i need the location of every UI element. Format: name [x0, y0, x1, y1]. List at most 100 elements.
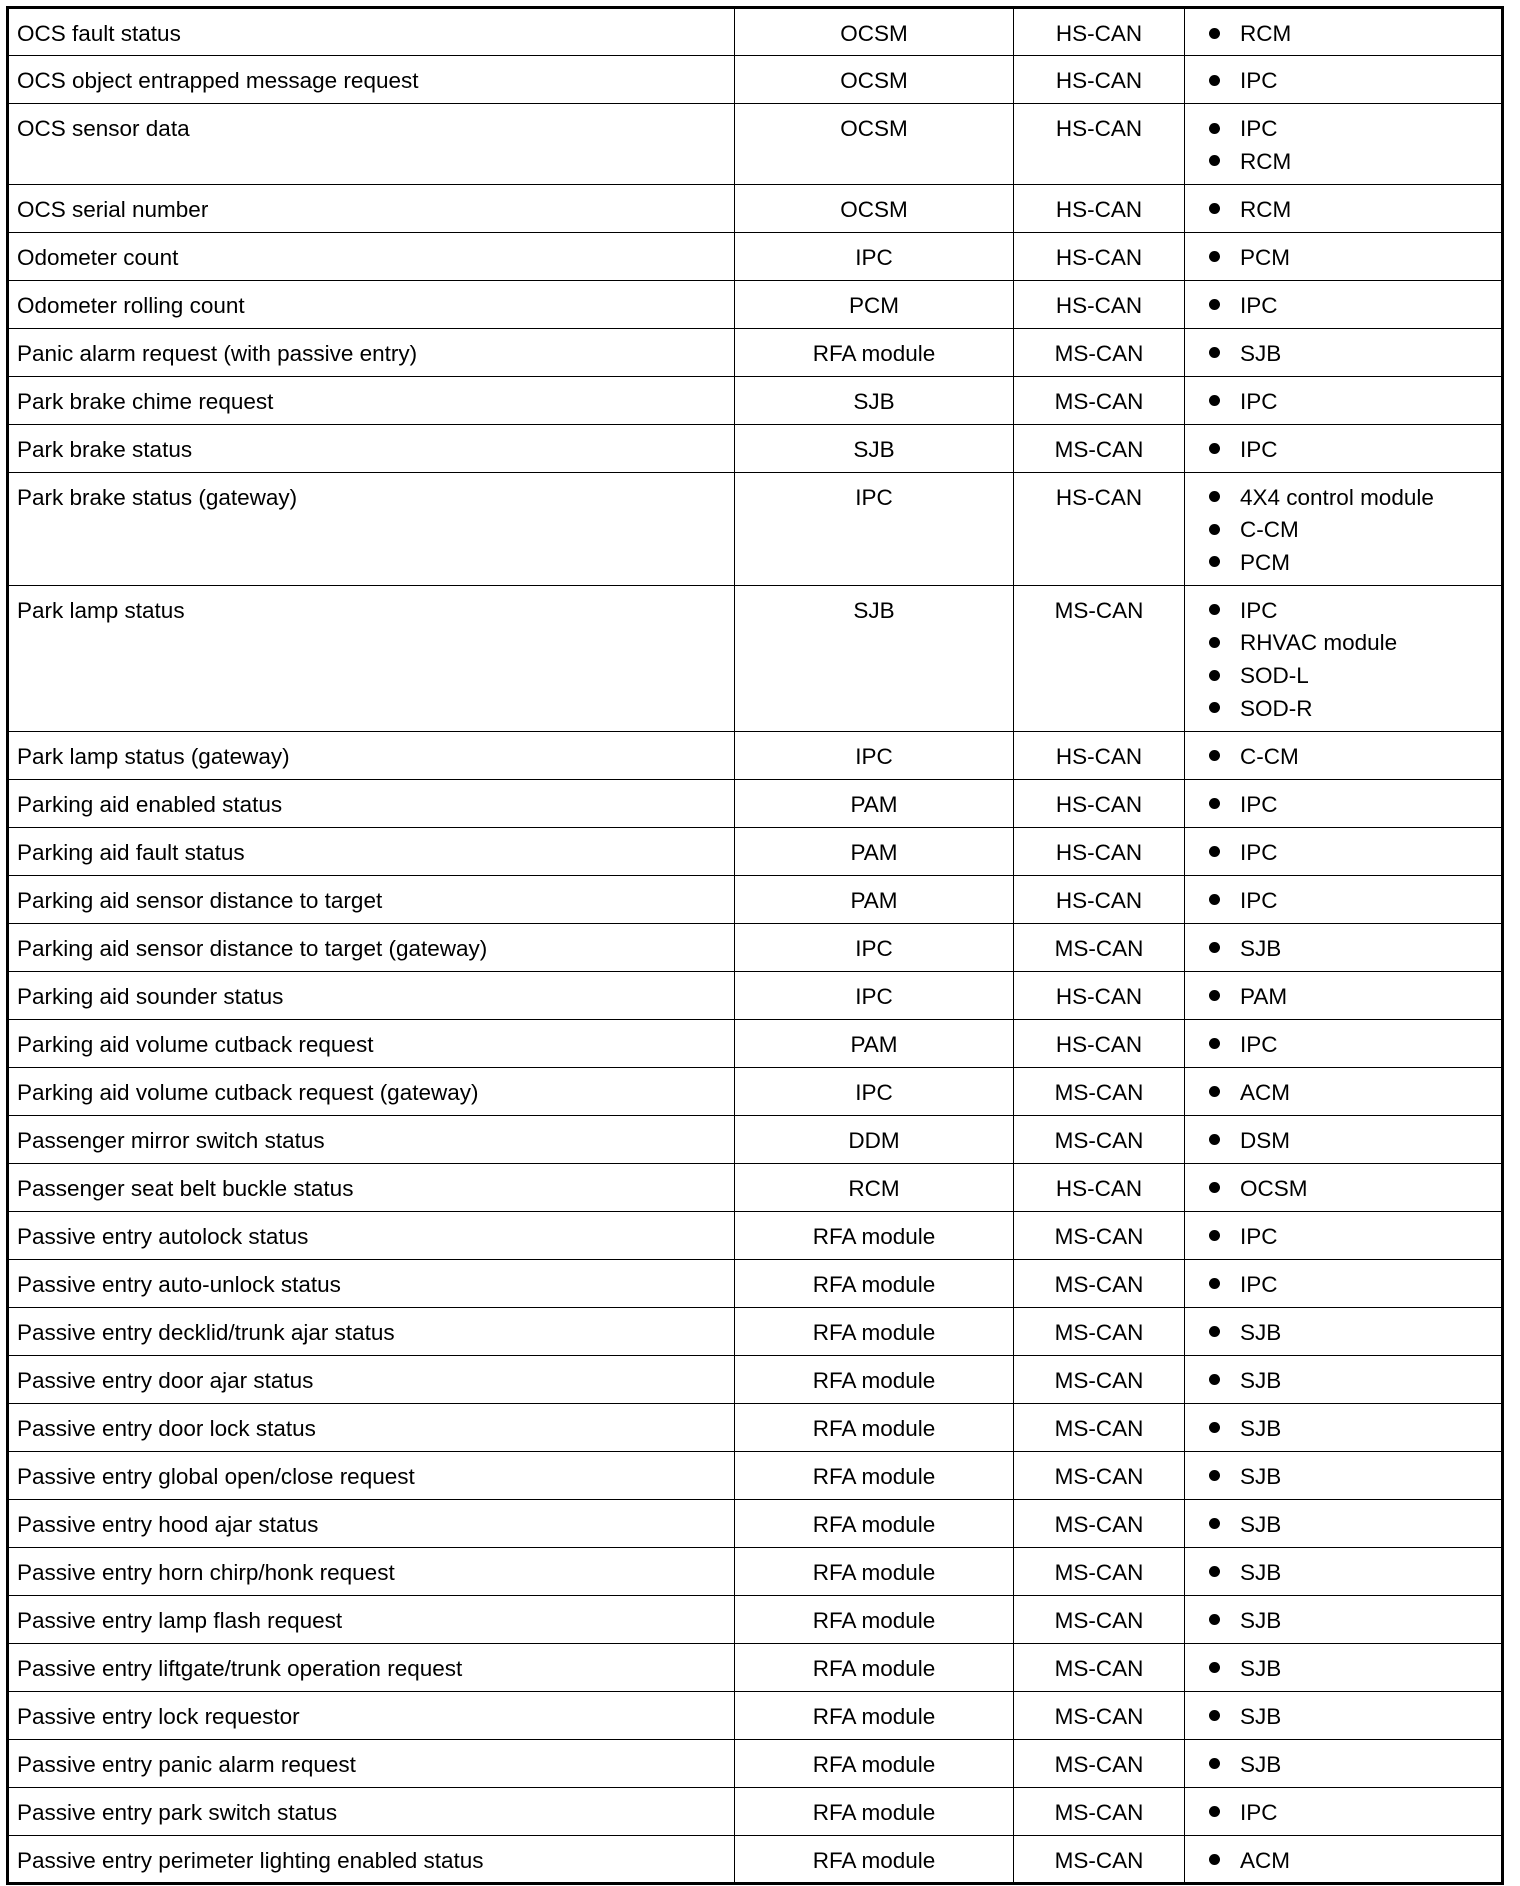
receiver-item: RHVAC module [1209, 627, 1493, 660]
originator-cell: OCSM [734, 55, 1014, 104]
originator-cell: IPC [734, 970, 1014, 1020]
receivers-cell: SJB [1184, 1498, 1503, 1548]
receiver-label: RHVAC module [1240, 630, 1398, 656]
message-cell: Passive entry hood ajar status [7, 1498, 735, 1548]
receivers-cell: SJB [1184, 327, 1503, 377]
receiver-item: SJB [1209, 1365, 1493, 1398]
bullet-icon [1209, 299, 1220, 311]
receiver-item: SJB [1209, 1557, 1493, 1590]
receivers-cell: SJB [1184, 1450, 1503, 1500]
receivers-cell: SJB [1184, 1402, 1503, 1452]
receivers-cell: ACM [1184, 1066, 1503, 1116]
receiver-label: RCM [1240, 21, 1292, 46]
bullet-icon [1209, 942, 1220, 954]
receiver-label: IPC [1240, 887, 1278, 913]
receivers-cell: SJB [1184, 1306, 1503, 1356]
receiver-item: OCSM [1209, 1173, 1493, 1206]
table-row: OCS fault status OCSM HS-CAN RCM [7, 7, 1503, 56]
message-cell: Passive entry horn chirp/honk request [7, 1546, 735, 1596]
originator-cell: RFA module [734, 1834, 1014, 1884]
originator-cell: IPC [734, 922, 1014, 972]
table-row: Passive entry horn chirp/honk request RFA… [7, 1546, 1503, 1596]
originator-cell: PCM [734, 279, 1014, 329]
receiver-label: IPC [1240, 292, 1278, 318]
receiver-item: SJB [1209, 1605, 1493, 1638]
bullet-icon [1209, 1710, 1220, 1722]
bullet-icon [1209, 846, 1220, 858]
network-cell: HS-CAN [1013, 55, 1185, 104]
network-cell: MS-CAN [1013, 1450, 1185, 1500]
message-cell: Parking aid enabled status [7, 778, 735, 828]
receiver-item: IPC [1209, 595, 1493, 628]
receiver-item: C-CM [1209, 514, 1493, 547]
receiver-item: RCM [1209, 194, 1493, 227]
network-cell: HS-CAN [1013, 7, 1185, 56]
network-cell: MS-CAN [1013, 1738, 1185, 1788]
network-cell: MS-CAN [1013, 375, 1185, 425]
originator-cell: OCSM [734, 183, 1014, 233]
table-row: OCS serial number OCSM HS-CAN RCM [7, 183, 1503, 233]
originator-cell: RFA module [734, 1354, 1014, 1404]
network-cell: HS-CAN [1013, 970, 1185, 1020]
receivers-cell: SJB [1184, 1354, 1503, 1404]
receivers-cell: IPC RHVAC module SOD-L SOD-R [1184, 584, 1503, 732]
receiver-label: PAM [1240, 983, 1288, 1009]
network-cell: MS-CAN [1013, 1546, 1185, 1596]
bullet-icon [1209, 1374, 1220, 1386]
bullet-icon [1209, 203, 1220, 215]
receiver-item: IPC [1209, 290, 1493, 323]
receiver-label: IPC [1240, 1031, 1278, 1057]
message-cell: Park brake chime request [7, 375, 735, 425]
originator-cell: SJB [734, 375, 1014, 425]
receiver-item: IPC [1209, 434, 1493, 467]
message-cell: Passenger mirror switch status [7, 1114, 735, 1164]
network-cell: MS-CAN [1013, 1114, 1185, 1164]
receiver-item: SJB [1209, 933, 1493, 966]
message-cell: Passive entry auto-unlock status [7, 1258, 735, 1308]
receiver-label: RCM [1240, 148, 1292, 174]
receiver-item: IPC [1209, 1797, 1493, 1830]
receiver-label: SJB [1240, 340, 1282, 366]
message-cell: Passive entry door ajar status [7, 1354, 735, 1404]
message-cell: Odometer rolling count [7, 279, 735, 329]
receiver-item: ACM [1209, 1845, 1493, 1878]
bullet-icon [1209, 702, 1220, 714]
bullet-icon [1209, 894, 1220, 906]
message-cell: Parking aid sensor distance to target [7, 874, 735, 924]
receiver-item: IPC [1209, 789, 1493, 822]
network-cell: MS-CAN [1013, 1690, 1185, 1740]
receivers-cell: IPC [1184, 778, 1503, 828]
receiver-item: SJB [1209, 1749, 1493, 1782]
receiver-label: IPC [1240, 68, 1278, 93]
receiver-item: PCM [1209, 547, 1493, 580]
receiver-label: IPC [1240, 1799, 1278, 1825]
receiver-item: SJB [1209, 1701, 1493, 1734]
bullet-icon [1209, 1758, 1220, 1770]
table-row: Passive entry door lock status RFA module… [7, 1402, 1503, 1452]
table-row: Passive entry panic alarm request RFA mod… [7, 1738, 1503, 1788]
receiver-label: DSM [1240, 1127, 1290, 1153]
bullet-icon [1209, 1614, 1220, 1626]
bullet-icon [1209, 556, 1220, 568]
bullet-icon [1209, 122, 1220, 134]
table-row: Passive entry park switch status RFA modu… [7, 1786, 1503, 1836]
network-cell: MS-CAN [1013, 584, 1185, 732]
receiver-item: IPC [1209, 837, 1493, 870]
table-row: Parking aid enabled status PAM HS-CAN IPC [7, 778, 1503, 828]
receiver-item: PCM [1209, 242, 1493, 275]
network-cell: MS-CAN [1013, 1210, 1185, 1260]
receivers-cell: SJB [1184, 1642, 1503, 1692]
originator-cell: RFA module [734, 1738, 1014, 1788]
message-cell: OCS sensor data [7, 103, 735, 185]
receiver-label: SJB [1240, 1463, 1282, 1489]
message-cell: Odometer count [7, 231, 735, 281]
network-cell: MS-CAN [1013, 1306, 1185, 1356]
receivers-cell: IPC [1184, 826, 1503, 876]
originator-cell: SJB [734, 423, 1014, 473]
bullet-icon [1209, 1662, 1220, 1674]
receiver-label: IPC [1240, 597, 1278, 623]
receiver-item: SJB [1209, 338, 1493, 371]
originator-cell: RFA module [734, 1306, 1014, 1356]
table-row: Passive entry decklid/trunk ajar status R… [7, 1306, 1503, 1356]
receivers-cell: PCM [1184, 231, 1503, 281]
